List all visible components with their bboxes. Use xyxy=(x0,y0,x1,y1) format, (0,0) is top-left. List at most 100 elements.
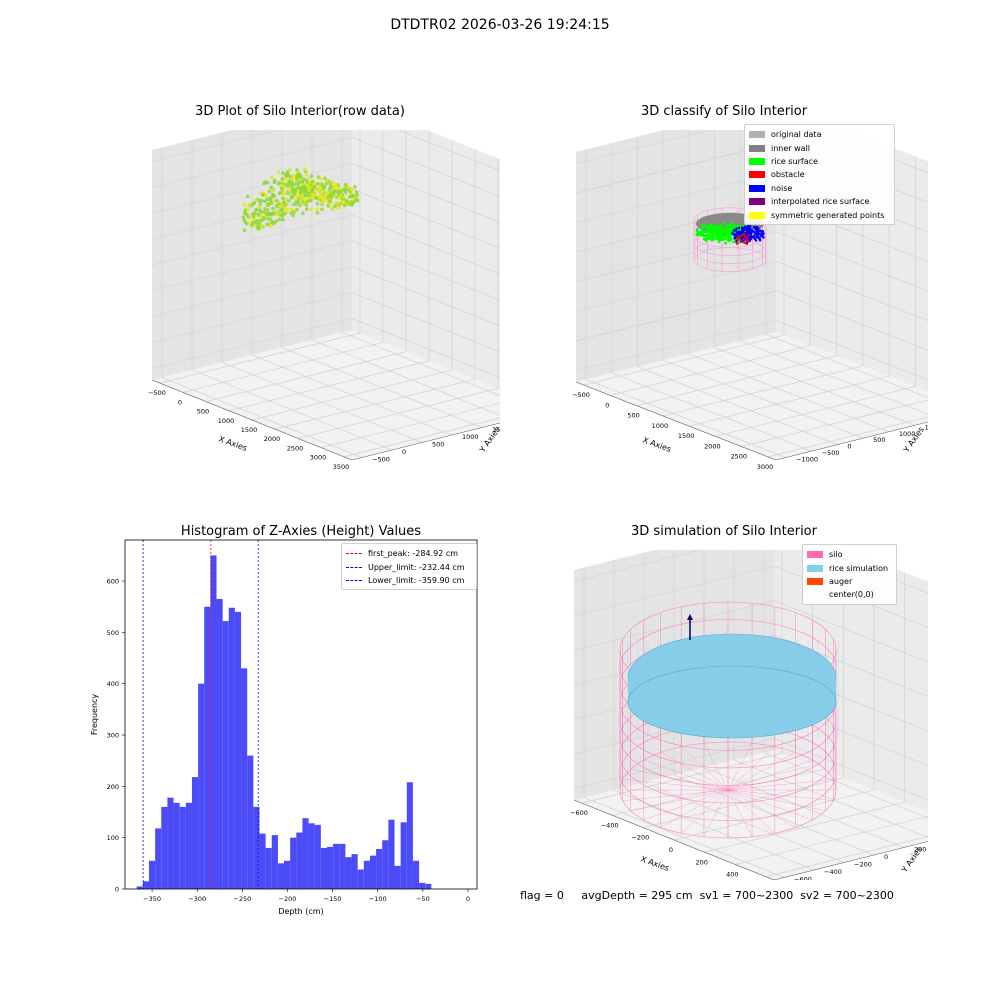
rice-point xyxy=(704,230,708,234)
hist-bar xyxy=(357,869,364,889)
noise-point xyxy=(759,229,762,232)
noise-point xyxy=(758,238,762,242)
raw-point xyxy=(254,208,259,212)
x-axis-label: Depth (cm) xyxy=(278,907,323,916)
grid-line xyxy=(151,214,353,266)
rice-point xyxy=(710,230,713,234)
raw-point xyxy=(347,195,352,199)
raw-point xyxy=(336,201,340,205)
hist-bar xyxy=(345,857,352,889)
hist-bar xyxy=(394,865,401,889)
silo-floor-spoke xyxy=(727,743,753,791)
raw-point xyxy=(286,191,290,196)
silo-floor-spoke xyxy=(703,789,729,837)
noise-point xyxy=(745,227,748,231)
raw-point xyxy=(320,200,324,205)
raw-point xyxy=(351,200,356,205)
x-tick-label: −200 xyxy=(631,834,649,842)
rice-point xyxy=(696,233,700,236)
rice-point xyxy=(709,227,713,230)
raw-point xyxy=(294,197,299,201)
raw-point xyxy=(241,215,246,220)
grid-line xyxy=(583,334,785,386)
hist-bar xyxy=(320,847,327,889)
hist-bar xyxy=(425,883,432,889)
obstacle-point xyxy=(743,242,746,244)
raw-point xyxy=(343,182,348,187)
obstacle-point xyxy=(745,242,748,245)
y-tick-label: 500 xyxy=(107,629,119,637)
silo-floor-spoke xyxy=(703,743,729,791)
rice-point xyxy=(729,236,732,239)
noise-point xyxy=(753,234,756,237)
raw-point xyxy=(281,196,285,200)
x-tick-label: 3000 xyxy=(310,454,327,462)
raw-point xyxy=(343,187,347,192)
hist-bar xyxy=(247,755,254,889)
rice-point xyxy=(728,223,732,227)
grid-line xyxy=(351,162,500,223)
legend-label: symmetric generated points xyxy=(771,210,885,220)
grid-line xyxy=(583,797,785,878)
raw-point xyxy=(251,221,255,226)
obstacle-point xyxy=(737,235,740,238)
raw-point xyxy=(339,193,343,198)
raw-point xyxy=(290,185,294,189)
raw-point xyxy=(291,174,296,179)
plot2-title: 3D classify of Silo Interior xyxy=(640,104,808,119)
raw-point xyxy=(294,177,299,182)
raw-point xyxy=(275,219,279,223)
noise-point xyxy=(747,224,750,227)
obstacle-point xyxy=(735,242,738,245)
raw-point xyxy=(285,170,290,174)
raw-point xyxy=(326,190,330,195)
silo-floor-spoke xyxy=(630,768,729,791)
x-tick-label: −150 xyxy=(324,895,342,903)
raw-point xyxy=(279,204,283,209)
raw-point xyxy=(318,176,323,181)
noise-point xyxy=(734,233,737,237)
raw-point xyxy=(343,203,347,208)
raw-point xyxy=(306,184,310,188)
rice-point xyxy=(711,225,715,229)
raw-point xyxy=(271,221,276,226)
plot3-legend: first_peak: -284.92 cm Upper_limit: -232… xyxy=(341,543,477,591)
raw-point xyxy=(304,173,309,177)
raw-point xyxy=(264,194,268,198)
obstacle-point xyxy=(736,236,739,239)
raw-point xyxy=(297,175,302,179)
silo-floor-spoke xyxy=(622,779,729,791)
noise-point xyxy=(753,231,757,235)
x-tick-label: −250 xyxy=(233,895,251,903)
obstacle-point xyxy=(741,240,744,243)
y-tick-label: 1500 xyxy=(925,423,928,431)
legend-item: inner wall xyxy=(749,141,889,154)
legend-label: center(0,0) xyxy=(829,590,874,600)
legend-item: Lower_limit: -359.90 cm xyxy=(346,574,471,587)
noise-point xyxy=(739,232,743,236)
x-tick-label: 1000 xyxy=(652,422,669,430)
raw-point xyxy=(346,185,350,190)
x-tick-label: −300 xyxy=(188,895,206,903)
hist-bar xyxy=(400,822,407,889)
raw-point xyxy=(336,205,341,210)
raw-point xyxy=(301,180,305,184)
raw-point xyxy=(314,196,318,200)
grid-line xyxy=(715,385,916,437)
raw-point xyxy=(277,191,282,196)
obstacle-point xyxy=(742,238,745,241)
hist-bar xyxy=(234,611,242,889)
raw-point xyxy=(304,207,309,211)
raw-point xyxy=(330,194,334,199)
raw-point xyxy=(299,189,304,194)
raw-point xyxy=(334,195,339,199)
raw-point xyxy=(308,198,313,203)
raw-point xyxy=(315,201,320,206)
legend-swatch xyxy=(749,144,765,152)
raw-point xyxy=(270,175,274,180)
rice-point xyxy=(711,234,715,237)
y-tick-label: 400 xyxy=(107,680,119,688)
grid-line xyxy=(575,172,777,224)
grid-line xyxy=(714,346,915,426)
grid-line xyxy=(775,320,928,381)
